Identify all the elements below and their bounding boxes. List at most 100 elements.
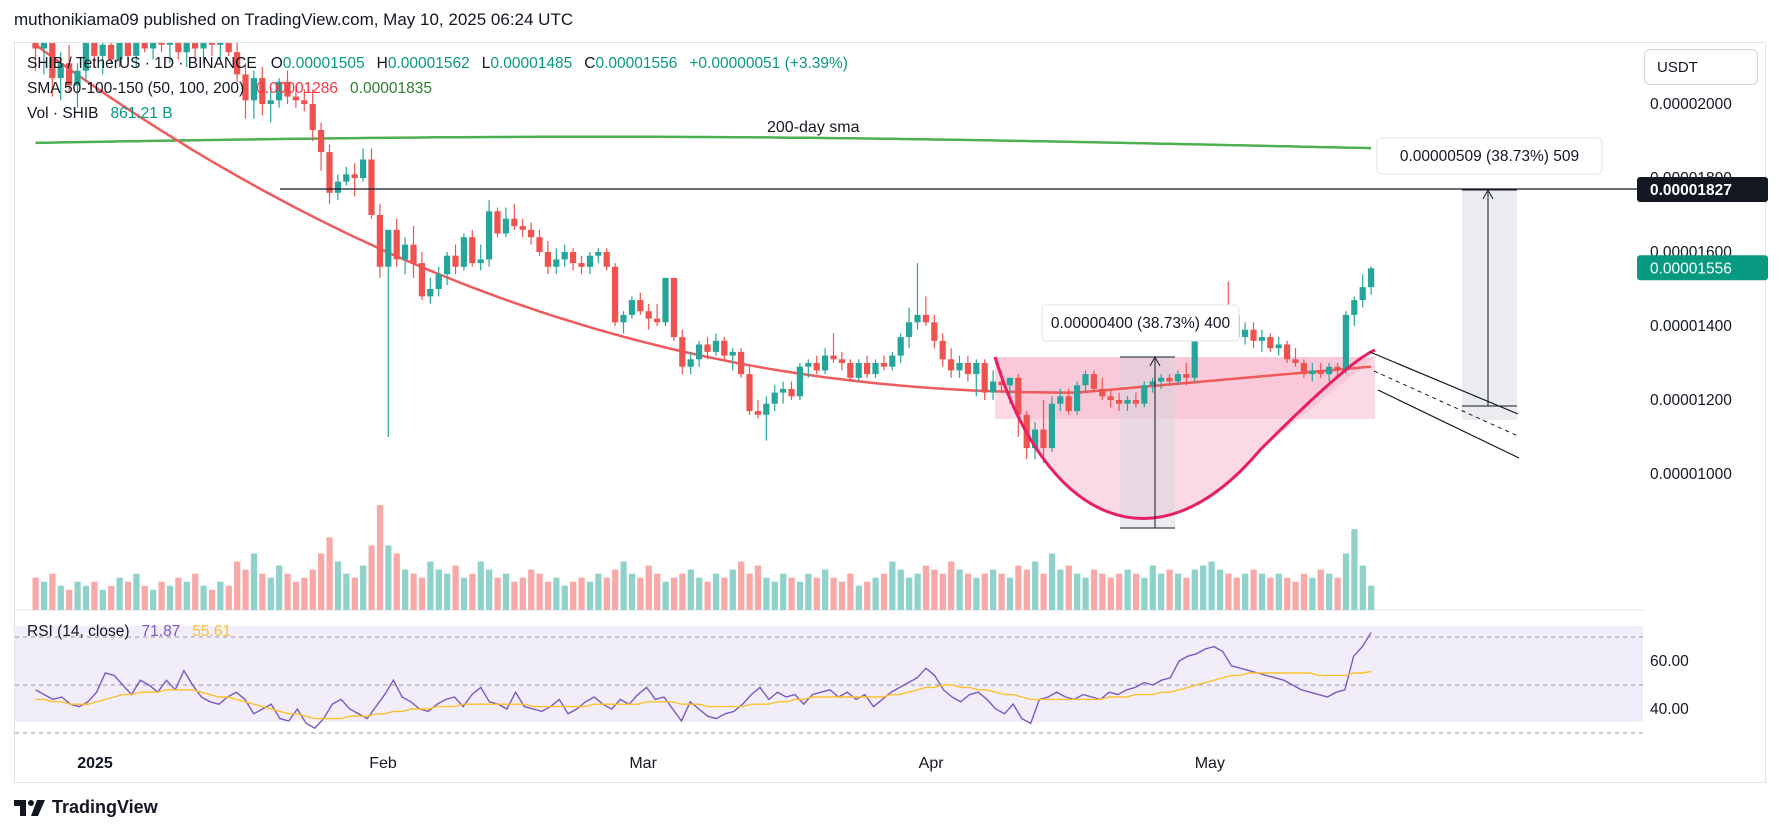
candle-body bbox=[1099, 388, 1106, 397]
candle-body bbox=[1258, 337, 1265, 341]
close-label: C bbox=[584, 55, 596, 72]
candle-body bbox=[234, 52, 241, 75]
volume-bar bbox=[402, 569, 409, 610]
volume-bar bbox=[788, 577, 795, 610]
cup-measure-label-box bbox=[1041, 304, 1240, 342]
volume-bar bbox=[536, 573, 543, 610]
candle-body bbox=[536, 237, 543, 252]
candle-body bbox=[922, 314, 929, 323]
candle-body bbox=[1359, 287, 1366, 301]
volume-bar bbox=[368, 545, 375, 610]
candle-body bbox=[998, 381, 1005, 386]
candle-body bbox=[141, 43, 148, 49]
candle-body bbox=[402, 244, 409, 260]
candle-body bbox=[721, 340, 728, 356]
volume-bar bbox=[301, 577, 308, 610]
volume-bar bbox=[1300, 573, 1308, 610]
candle-body bbox=[964, 363, 971, 375]
candle-body bbox=[1057, 396, 1064, 404]
volume-bar bbox=[150, 589, 157, 610]
volume-bar bbox=[990, 569, 997, 610]
volume-bar bbox=[822, 569, 829, 610]
volume-bar bbox=[1174, 573, 1182, 610]
candle-body bbox=[116, 43, 123, 60]
candle-body bbox=[1141, 385, 1148, 404]
candle-body bbox=[654, 318, 661, 323]
candle-body bbox=[662, 277, 669, 323]
candle-body bbox=[990, 381, 997, 393]
volume-bar bbox=[998, 573, 1005, 610]
volume-bar bbox=[746, 573, 753, 610]
candle-body bbox=[679, 337, 686, 367]
tradingview-logo[interactable]: TradingView bbox=[14, 797, 158, 818]
candle-body bbox=[687, 359, 694, 367]
volume-bar bbox=[242, 569, 249, 610]
candle-body bbox=[66, 63, 73, 86]
candle-body bbox=[847, 363, 854, 378]
candle-body bbox=[108, 44, 115, 60]
candle-body bbox=[763, 403, 770, 415]
volume-bar bbox=[780, 573, 787, 610]
symbol-title[interactable]: SHIB / TetherUS · 1D · BINANCE bbox=[27, 55, 257, 72]
volume-bar bbox=[838, 581, 846, 610]
rsi-label[interactable]: RSI (14, close) bbox=[27, 623, 130, 640]
candle-body bbox=[981, 363, 988, 393]
volume-bar bbox=[654, 573, 661, 610]
volume-bar bbox=[192, 573, 199, 610]
candle-body bbox=[259, 78, 266, 104]
candle-body bbox=[82, 43, 89, 71]
volume-bar bbox=[1292, 581, 1299, 610]
volume-bar bbox=[343, 573, 350, 610]
rsi-line bbox=[35, 632, 1372, 730]
volume-bar bbox=[1208, 561, 1215, 610]
volume-bar bbox=[259, 573, 266, 610]
volume-bar bbox=[452, 565, 459, 610]
candle-body bbox=[1309, 370, 1316, 375]
volume-bar bbox=[183, 581, 190, 610]
drawing-overlays: 0.00000400 (38.73%) 400 0.00000509 (38.73… bbox=[280, 119, 1637, 529]
volume-bar bbox=[1099, 573, 1106, 610]
volume-bar bbox=[511, 581, 518, 610]
candle-body bbox=[99, 44, 106, 56]
volume-bar bbox=[309, 569, 316, 610]
candle-body bbox=[343, 174, 350, 182]
volume-bar bbox=[1258, 573, 1266, 610]
sma-label[interactable]: SMA 50-100-150 (50, 100, 200) bbox=[27, 80, 245, 97]
volume-bar bbox=[897, 569, 904, 610]
volume-bar bbox=[318, 553, 325, 610]
candle-body bbox=[410, 244, 417, 264]
candle-body bbox=[477, 259, 484, 264]
channel-line-mid bbox=[1373, 370, 1519, 437]
volume-bar bbox=[393, 553, 400, 610]
candle-body bbox=[40, 43, 47, 49]
volume-bar bbox=[91, 581, 98, 610]
volume-bar bbox=[208, 589, 216, 610]
volume-bar bbox=[889, 561, 896, 610]
candle-body bbox=[696, 344, 703, 360]
volume-bar bbox=[1132, 573, 1140, 610]
volume-bar bbox=[74, 581, 81, 610]
volume-bar bbox=[141, 585, 148, 610]
volume-bar bbox=[1040, 573, 1047, 610]
rsi-value: 71.87 bbox=[141, 623, 181, 640]
volume-bar bbox=[805, 573, 812, 610]
candle-body bbox=[578, 263, 585, 267]
candle-body bbox=[1174, 374, 1181, 382]
volume-bar bbox=[544, 581, 552, 610]
chart-frame[interactable] bbox=[14, 42, 1766, 783]
volume-bar bbox=[460, 577, 468, 610]
candle-body bbox=[511, 218, 518, 227]
volume-bar bbox=[662, 581, 669, 610]
candle-body bbox=[914, 314, 921, 323]
volume-label[interactable]: Vol · SHIB bbox=[27, 105, 99, 122]
volume-bar bbox=[1359, 565, 1366, 610]
channel-line-upper bbox=[1369, 351, 1519, 415]
volume-bar bbox=[486, 569, 493, 610]
volume-bar bbox=[1149, 565, 1156, 610]
volume-bar bbox=[696, 577, 703, 610]
candle-body bbox=[486, 211, 493, 260]
currency-button[interactable]: USDT bbox=[1644, 49, 1758, 85]
volume-bar bbox=[738, 561, 745, 610]
rsi-lines bbox=[35, 632, 1372, 730]
